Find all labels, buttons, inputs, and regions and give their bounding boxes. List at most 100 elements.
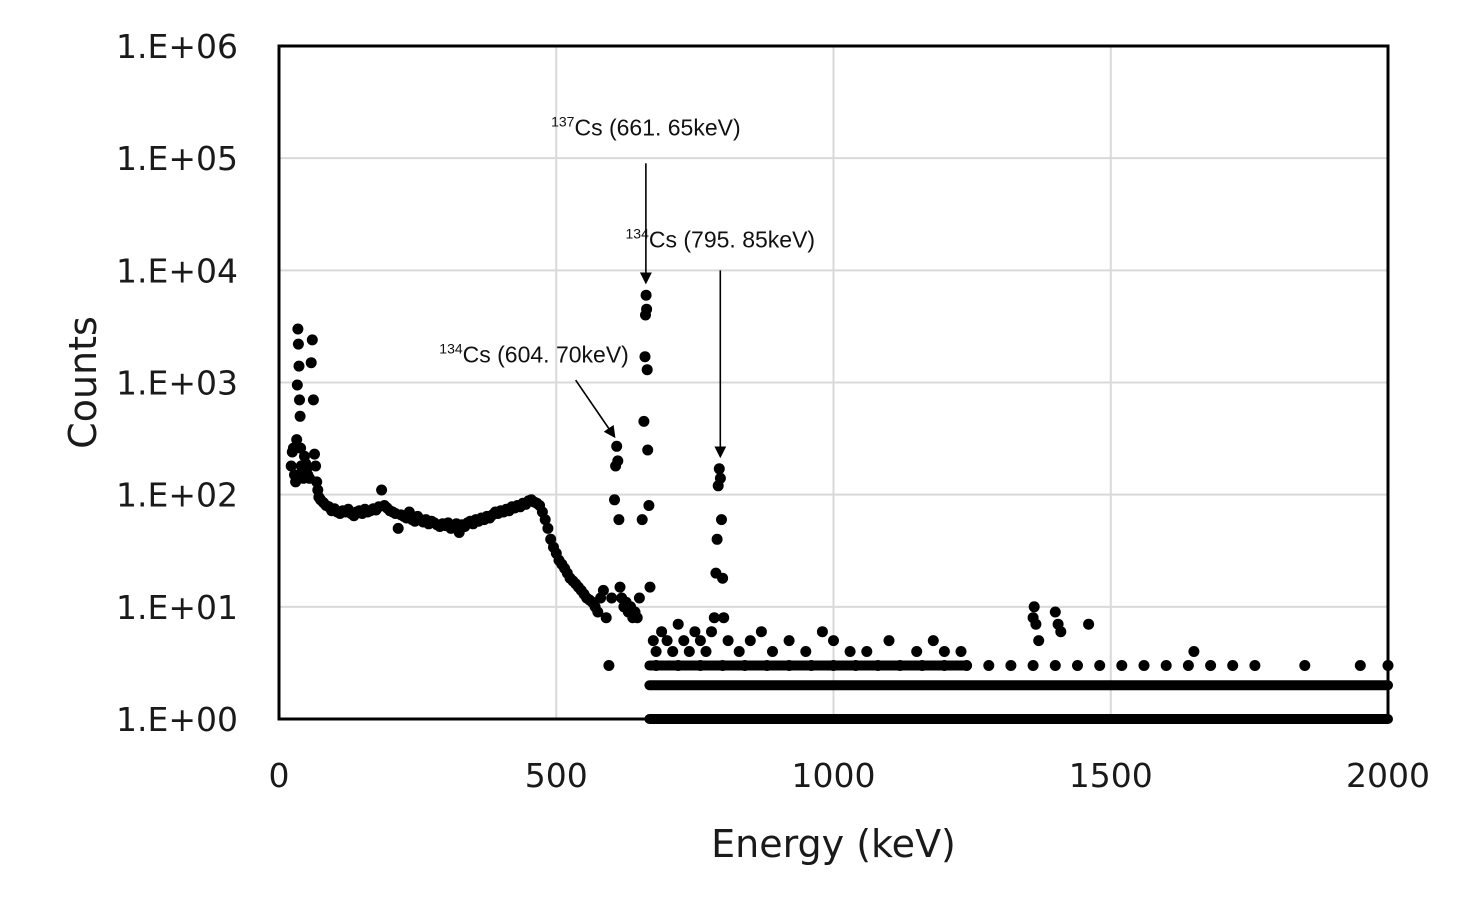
data-point: [291, 379, 303, 391]
data-point: [800, 646, 812, 657]
y-axis-ticks: 1.E+00 1.E+01 1.E+02 1.E+03 1.E+04 1.E+05 1.E+…: [116, 27, 238, 739]
data-point: [603, 660, 615, 671]
data-point: [612, 455, 624, 467]
x-tick-label: 1500: [1069, 756, 1153, 795]
data-point: [694, 660, 706, 671]
x-tick-label: 1000: [792, 756, 876, 795]
data-point: [844, 646, 856, 657]
data-point: [761, 660, 773, 671]
data-point: [539, 514, 551, 526]
x-axis-title: Energy (keV): [711, 822, 956, 866]
data-point: [911, 646, 923, 657]
data-point: [306, 334, 318, 346]
data-point: [708, 612, 720, 624]
data-point: [613, 514, 625, 526]
data-point: [1049, 660, 1061, 671]
data-point: [656, 626, 668, 638]
data-point: [683, 646, 695, 657]
data-point: [955, 646, 967, 657]
data-point: [609, 494, 620, 506]
data-point: [1249, 660, 1261, 671]
data-point: [636, 514, 648, 526]
low-count-bands: [644, 660, 1393, 724]
data-point: [643, 500, 655, 511]
data-point: [872, 660, 884, 671]
data-point: [294, 410, 306, 422]
data-point: [592, 606, 604, 618]
data-point: [640, 289, 652, 301]
data-point: [542, 522, 554, 534]
data-point: [689, 626, 701, 638]
data-point: [644, 581, 656, 593]
data-point: [600, 612, 612, 624]
data-point: [597, 584, 609, 596]
x-axis-ticks: 0 500 1000 1500 2000: [269, 756, 1430, 795]
data-point: [861, 646, 873, 657]
data-point: [1182, 660, 1194, 671]
data-point: [716, 514, 727, 526]
data-point: [631, 612, 643, 624]
data-point: [894, 660, 906, 671]
data-point: [672, 660, 684, 671]
data-point: [805, 660, 817, 671]
data-point: [1055, 626, 1067, 638]
data-point: [650, 660, 662, 671]
data-point: [1028, 601, 1040, 613]
data-point: [1027, 660, 1039, 671]
data-point: [783, 635, 795, 647]
data-point: [694, 635, 706, 647]
data-points: [285, 289, 1394, 671]
data-point: [767, 646, 778, 657]
data-point: [883, 635, 895, 647]
peak-label-text: Cs (604. 70keV): [463, 342, 629, 368]
data-point: [1116, 660, 1128, 671]
data-point: [1188, 646, 1200, 657]
data-point: [292, 323, 304, 335]
data-point: [606, 592, 618, 604]
peak-annotation-1: 134Cs (795. 85keV): [626, 225, 816, 459]
isotope-mass-number: 134: [439, 341, 463, 357]
y-tick-label: 1.E+03: [116, 364, 238, 403]
data-point: [1160, 660, 1172, 671]
data-point: [1072, 660, 1083, 671]
data-point: [961, 660, 973, 671]
data-point: [733, 646, 745, 657]
data-point: [647, 635, 659, 647]
y-tick-label: 1.E+04: [116, 251, 238, 290]
peak-label-text: Cs (661. 65keV): [574, 114, 740, 140]
peak-label: 134Cs (795. 85keV): [626, 225, 816, 252]
data-point: [667, 646, 679, 657]
data-point: [641, 364, 653, 376]
data-point: [285, 460, 297, 472]
data-point: [293, 360, 305, 372]
data-point: [311, 476, 323, 488]
data-point: [717, 660, 729, 671]
data-point: [638, 415, 650, 427]
data-point: [713, 463, 725, 475]
data-point: [722, 635, 734, 647]
data-point: [1094, 660, 1106, 671]
peak-arrow: [574, 379, 616, 439]
data-point: [1138, 660, 1150, 671]
data-point: [650, 646, 662, 657]
data-point: [739, 660, 751, 671]
data-point: [292, 338, 304, 350]
data-point: [392, 522, 404, 534]
data-point: [1354, 660, 1366, 671]
data-point: [291, 434, 303, 446]
peak-label-text: Cs (795. 85keV): [649, 226, 815, 252]
data-point: [714, 472, 726, 484]
peak-label: 137Cs (661. 65keV): [551, 113, 741, 140]
data-point: [706, 626, 717, 638]
data-point: [305, 357, 317, 369]
data-point: [850, 660, 862, 671]
data-point: [1227, 660, 1239, 671]
data-point: [661, 635, 673, 647]
data-point: [717, 572, 729, 584]
data-point: [611, 440, 623, 452]
data-point: [783, 660, 795, 671]
x-tick-label: 0: [269, 756, 290, 795]
data-point: [633, 592, 645, 604]
data-point: [678, 635, 690, 647]
